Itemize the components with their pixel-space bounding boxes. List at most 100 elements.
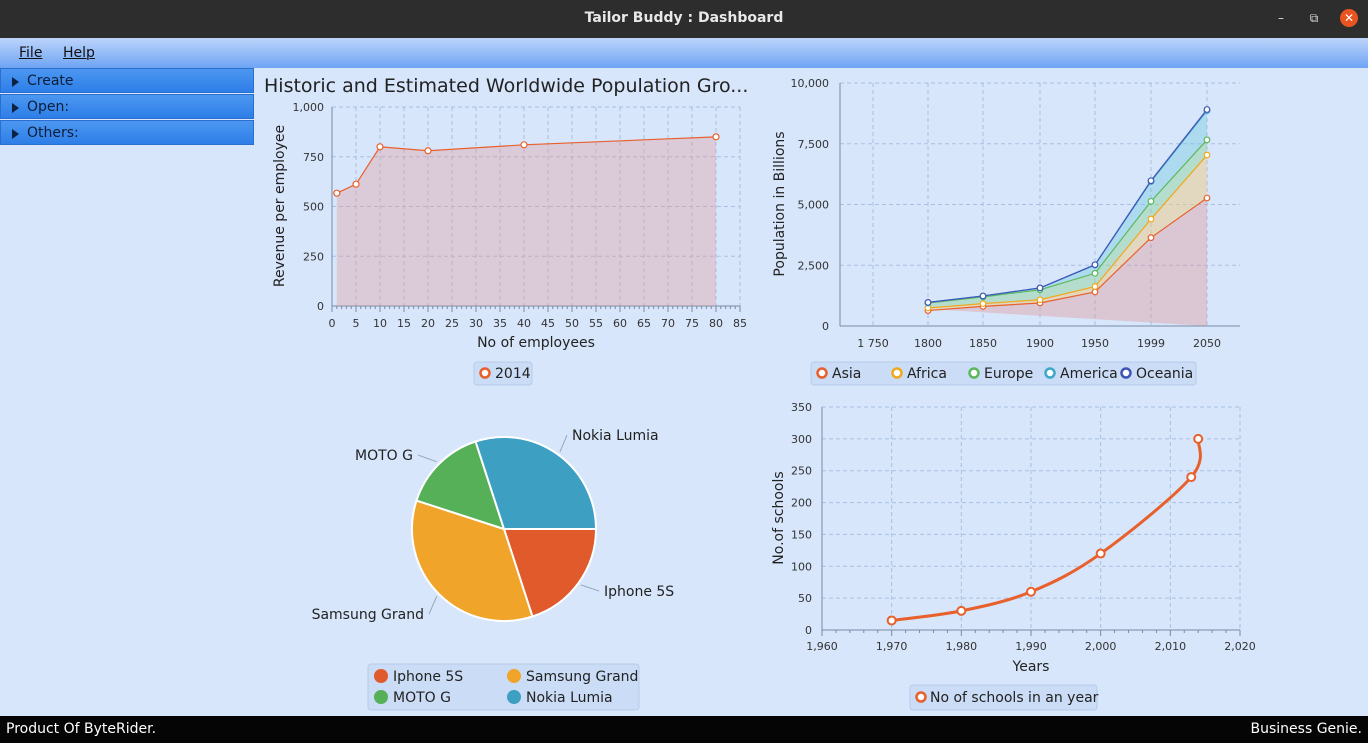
x-tick-label: 40 (517, 317, 531, 330)
y-tick-label: 50 (798, 592, 812, 605)
legend-symbol (891, 367, 903, 379)
legend-symbol (1044, 367, 1056, 379)
x-tick-label: 65 (637, 317, 651, 330)
sidebar-item-others[interactable]: Others: (0, 120, 254, 145)
sidebar-item-create[interactable]: Create (0, 68, 254, 93)
status-left: Product Of ByteRider. (6, 721, 157, 737)
legend-symbol (374, 690, 388, 704)
data-point (333, 189, 341, 197)
x-tick-label: 1999 (1137, 337, 1165, 350)
sidebar-item-open[interactable]: Open: (0, 94, 254, 119)
area-fill (928, 197, 1207, 326)
data-point (1203, 151, 1211, 159)
legend-label: Europe (984, 366, 1033, 382)
legend-label: No of schools in an year (930, 690, 1099, 706)
legend-symbol (507, 690, 521, 704)
x-tick-label: 60 (613, 317, 627, 330)
y-axis-title: Revenue per employee (272, 125, 288, 287)
sidebar: Create Open: Others: (0, 68, 254, 146)
area-fill (928, 109, 1207, 303)
pie-label: Samsung Grand (312, 607, 424, 623)
close-icon[interactable]: ✕ (1340, 9, 1358, 27)
y-tick-label: 750 (303, 151, 324, 164)
legend-symbol (816, 367, 828, 379)
data-point (1091, 261, 1099, 269)
y-axis-title: No.of schools (771, 471, 787, 564)
data-point (1036, 284, 1044, 292)
sidebar-item-label: Open: (27, 99, 70, 115)
data-point (924, 299, 932, 306)
pie-label: MOTO G (355, 448, 413, 464)
data-point (1203, 107, 1211, 115)
data-point (956, 605, 967, 616)
legend-label: Asia (832, 366, 861, 382)
series-line (336, 136, 717, 194)
data-point (1203, 136, 1211, 144)
data-point (1203, 194, 1211, 202)
data-point (979, 292, 987, 300)
x-tick-label: 50 (565, 317, 579, 330)
data-point (1147, 234, 1155, 242)
pie-label-line (417, 454, 437, 463)
pie-slice (474, 436, 598, 530)
x-tick-label: 30 (469, 317, 483, 330)
window-title: Tailor Buddy : Dashboard (584, 10, 784, 26)
data-point (1147, 197, 1155, 205)
data-point (1036, 299, 1044, 307)
menu-help[interactable]: Help (63, 45, 95, 61)
x-axis-title: Years (1012, 659, 1050, 675)
data-point (1091, 269, 1099, 277)
legend-symbol (507, 669, 521, 683)
x-tick-label: 1,980 (946, 640, 978, 653)
expand-arrow-icon (12, 129, 19, 139)
x-tick-label: 1850 (969, 337, 997, 350)
data-point (1193, 433, 1204, 444)
x-tick-label: 1,960 (806, 640, 838, 653)
legend-label: Oceania (1136, 366, 1193, 382)
x-tick-label: 2,020 (1224, 640, 1256, 653)
data-point (979, 302, 987, 310)
series-line (891, 438, 1202, 622)
menu-bar: File Help (0, 38, 1368, 68)
menu-file[interactable]: File (19, 45, 43, 61)
legend-label: Iphone 5S (393, 669, 463, 685)
legend-box (473, 361, 533, 386)
data-point (1147, 215, 1155, 223)
data-point (1091, 288, 1099, 296)
y-tick-label: 1,000 (293, 101, 325, 114)
data-point (1036, 296, 1044, 304)
series-line (927, 154, 1208, 309)
data-point (924, 307, 932, 314)
series-line (927, 110, 1208, 304)
x-tick-label: 2050 (1193, 337, 1221, 350)
data-point (979, 292, 987, 300)
data-point (424, 147, 432, 155)
data-point (1147, 177, 1155, 185)
x-tick-label: 1900 (1026, 337, 1054, 350)
x-tick-label: 85 (733, 317, 747, 330)
pie-label: Iphone 5S (604, 584, 674, 600)
x-tick-label: 80 (709, 317, 723, 330)
data-point (924, 299, 932, 306)
x-tick-label: 1 750 (857, 337, 889, 350)
x-tick-label: 75 (685, 317, 699, 330)
pie-slice (411, 499, 534, 622)
data-point (1095, 548, 1106, 559)
legend-symbol (915, 691, 927, 703)
x-tick-label: 10 (373, 317, 387, 330)
data-point (1036, 286, 1044, 294)
x-tick-label: 1,970 (876, 640, 908, 653)
maximize-icon[interactable]: ⧉ (1309, 11, 1319, 25)
series-line (927, 139, 1208, 304)
y-tick-label: 0 (317, 300, 324, 313)
legend-box (810, 361, 1197, 386)
y-tick-label: 0 (822, 320, 829, 333)
legend-box (909, 684, 1098, 711)
x-tick-label: 0 (329, 317, 336, 330)
y-tick-label: 0 (805, 624, 812, 637)
sidebar-item-label: Others: (27, 125, 79, 141)
pie-label: Nokia Lumia (572, 428, 659, 444)
legend-label: Samsung Grand (526, 669, 638, 685)
minimize-icon[interactable]: – (1278, 11, 1284, 25)
legend-label: America (1060, 366, 1118, 382)
